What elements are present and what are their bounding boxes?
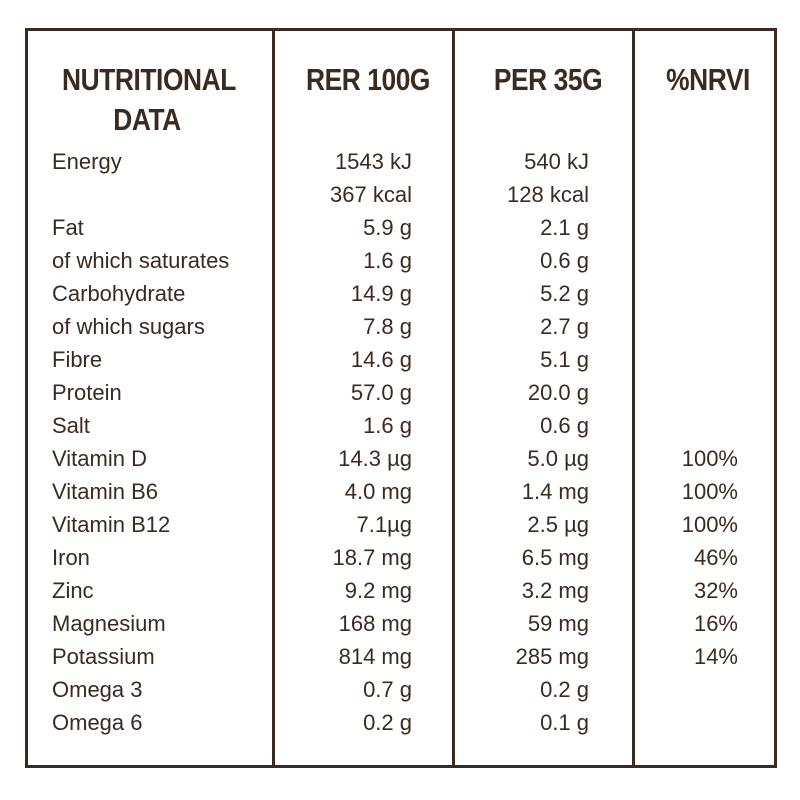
row-label: of which saturates (52, 248, 230, 273)
row-value: 1.4 mg (521, 479, 589, 504)
row-value: 7.8 g (363, 314, 412, 339)
row-value: 7.1µg (356, 512, 413, 537)
row-label: Fibre (52, 347, 103, 372)
column-divider (452, 28, 455, 768)
row-label: Protein (52, 380, 122, 405)
row-value: 6.5 mg (521, 545, 589, 570)
row-value: 2.7 g (540, 314, 589, 339)
row-value: 14% (693, 644, 738, 669)
row-value: 814 mg (338, 644, 412, 669)
row-label: Iron (52, 545, 90, 570)
row-label: Potassium (52, 644, 155, 669)
row-value: 168 mg (338, 611, 412, 636)
row-value: 100% (681, 512, 738, 537)
row-label: Omega 6 (52, 710, 143, 735)
row-value: 540 kJ (524, 149, 589, 174)
row-label: of which sugars (52, 314, 205, 339)
row-value: 57.0 g (350, 380, 412, 405)
row-value: 5.9 g (363, 215, 412, 240)
row-label: Carbohydrate (52, 281, 186, 306)
row-value: 100% (681, 446, 738, 471)
row-value: 59 mg (527, 611, 589, 636)
row-value: 46% (693, 545, 738, 570)
column-divider (272, 28, 275, 768)
row-value: 285 mg (515, 644, 589, 669)
row-label: Zinc (52, 578, 94, 603)
row-value: 367 kcal (330, 182, 412, 207)
row-value: 0.6 g (540, 413, 589, 438)
row-value: 1.6 g (363, 413, 412, 438)
row-value: 5.1 g (540, 347, 589, 372)
row-value: 4.0 mg (344, 479, 412, 504)
table-border (25, 28, 777, 768)
row-value: 0.2 g (363, 710, 412, 735)
row-value: 0.1 g (540, 710, 589, 735)
row-value: 1.6 g (363, 248, 412, 273)
row-value: 0.6 g (540, 248, 589, 273)
row-value: 0.7 g (363, 677, 412, 702)
row-value: 5.2 g (540, 281, 589, 306)
row-value: 128 kcal (507, 182, 589, 207)
row-label: Fat (52, 215, 84, 240)
row-value: 20.0 g (527, 380, 589, 405)
row-label: Magnesium (52, 611, 166, 636)
row-label: Omega 3 (52, 677, 143, 702)
row-value: 3.2 mg (521, 578, 589, 603)
row-value: 5.0 µg (527, 446, 589, 471)
row-label: Salt (52, 413, 90, 438)
row-value: 14.3 µg (338, 446, 412, 471)
row-label: Energy (52, 149, 122, 174)
column-header: RER 100G (305, 62, 431, 97)
row-value: 0.2 g (540, 677, 589, 702)
row-label: Vitamin D (52, 446, 147, 471)
row-value: 14.9 g (350, 281, 412, 306)
row-value: 16% (693, 611, 738, 636)
column-divider (632, 28, 635, 768)
column-header: NUTRITIONAL DATA (62, 62, 236, 137)
row-label: Vitamin B12 (52, 512, 171, 537)
row-value: 14.6 g (350, 347, 412, 372)
row-value: 32% (693, 578, 738, 603)
row-value: 9.2 mg (344, 578, 412, 603)
row-value: 2.1 g (540, 215, 589, 240)
row-value: 100% (681, 479, 738, 504)
row-value: 1543 kJ (334, 149, 412, 174)
row-label: Vitamin B6 (52, 479, 158, 504)
row-value: 2.5 µg (527, 512, 589, 537)
column-header: %NRVI (666, 62, 750, 97)
row-value: 18.7 mg (332, 545, 413, 570)
column-header: PER 35G (493, 62, 603, 97)
